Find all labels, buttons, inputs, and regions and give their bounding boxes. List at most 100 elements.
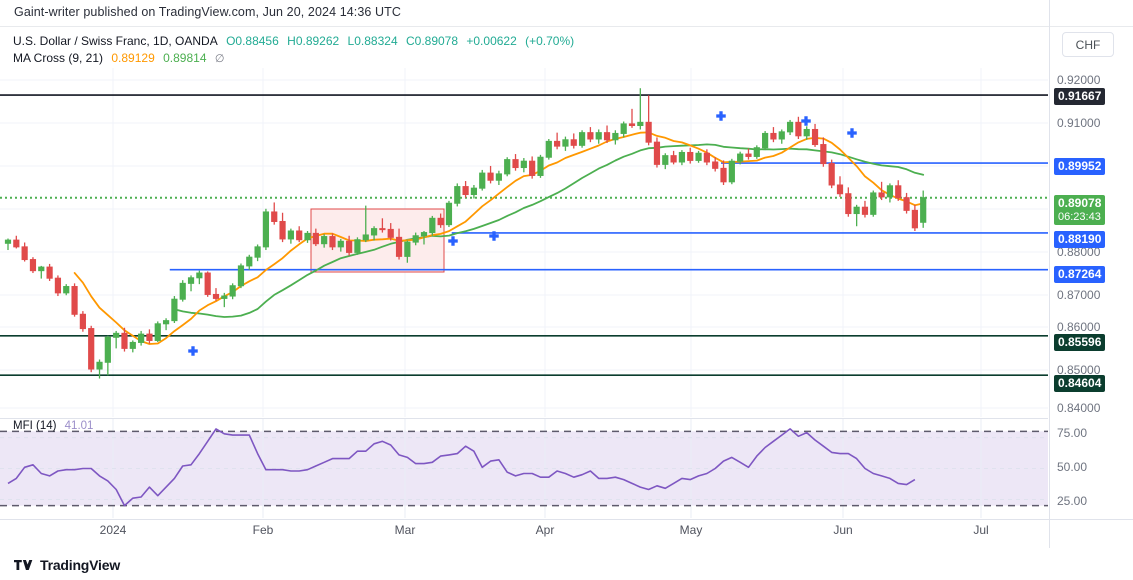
currency-pill[interactable]: CHF (1062, 32, 1114, 57)
candle-body[interactable] (329, 236, 336, 248)
candle-body[interactable] (479, 172, 486, 189)
candle-body[interactable] (487, 172, 494, 181)
candle-body[interactable] (412, 235, 419, 243)
candle-body[interactable] (113, 332, 120, 338)
candle-body[interactable] (304, 232, 311, 241)
candle-body[interactable] (254, 246, 261, 258)
candle-body[interactable] (603, 132, 611, 141)
mfi-axis[interactable]: 75.00 50.00 25.00 (1049, 419, 1133, 518)
price-level-tag[interactable]: 0.84604 (1054, 375, 1106, 392)
candle-body[interactable] (370, 228, 378, 236)
candle-body[interactable] (379, 228, 386, 231)
candle-body[interactable] (712, 161, 719, 169)
candle-body[interactable] (420, 232, 428, 237)
candle-body[interactable] (462, 186, 469, 196)
candle-body[interactable] (346, 240, 353, 253)
candle-body[interactable] (154, 323, 161, 341)
ma-cross-marker[interactable] (188, 346, 198, 356)
candle-body[interactable] (678, 151, 686, 163)
symbol-title[interactable]: U.S. Dollar / Swiss Franc, 1D, OANDA (13, 34, 218, 48)
candle-body[interactable] (321, 236, 328, 245)
candle-body[interactable] (695, 152, 702, 161)
candle-body[interactable] (703, 152, 710, 163)
eye-icon[interactable]: ∅ (214, 53, 225, 65)
candle-body[interactable] (262, 211, 270, 248)
candle-body[interactable] (870, 192, 877, 215)
time-axis[interactable]: 2024 Feb Mar Apr May Jun Jul (0, 519, 1048, 545)
candle-body[interactable] (287, 230, 294, 240)
candle-body[interactable] (811, 128, 819, 146)
candle-body[interactable] (653, 141, 661, 165)
candle-body[interactable] (146, 333, 153, 341)
candle-body[interactable] (762, 132, 769, 149)
candle-body[interactable] (687, 151, 694, 161)
candle-body[interactable] (853, 206, 860, 215)
candle-body[interactable] (4, 239, 12, 244)
candle-body[interactable] (212, 293, 220, 299)
candle-body[interactable] (138, 333, 145, 343)
candle-body[interactable] (445, 202, 453, 226)
candle-body[interactable] (737, 153, 744, 162)
candle-body[interactable] (54, 277, 62, 294)
candle-body[interactable] (512, 159, 519, 169)
candle-body[interactable] (470, 187, 478, 196)
pane-divider[interactable] (0, 417, 1048, 419)
candle-body[interactable] (803, 128, 810, 137)
candle-body[interactable] (595, 132, 602, 140)
candle-body[interactable] (545, 140, 552, 158)
candle-body[interactable] (171, 298, 178, 322)
candle-body[interactable] (63, 286, 70, 294)
mfi-title[interactable]: MFI (14) (13, 420, 57, 432)
ma-cross-marker[interactable] (847, 128, 857, 138)
candle-body[interactable] (187, 277, 195, 284)
candle-body[interactable] (828, 163, 835, 186)
candle-body[interactable] (437, 217, 444, 226)
candle-body[interactable] (645, 121, 652, 143)
candle-body[interactable] (895, 185, 902, 199)
candle-body[interactable] (104, 336, 111, 363)
candle-body[interactable] (38, 266, 45, 272)
candle-body[interactable] (404, 241, 411, 257)
candle-body[interactable] (221, 295, 228, 299)
price-level-tag[interactable]: 0.91667 (1054, 88, 1106, 105)
mfi-chart-svg[interactable] (0, 419, 1048, 518)
candle-body[interactable] (429, 217, 436, 234)
candle-body[interactable] (271, 211, 278, 222)
candle-body[interactable] (29, 259, 37, 272)
candle-body[interactable] (728, 160, 735, 183)
candle-body[interactable] (820, 144, 827, 165)
candle-body[interactable] (861, 206, 869, 215)
candle-body[interactable] (529, 160, 536, 176)
candle-body[interactable] (13, 239, 20, 248)
ma-cross-marker[interactable] (489, 231, 499, 241)
candle-body[interactable] (745, 153, 752, 157)
candle-body[interactable] (562, 139, 569, 147)
candle-body[interactable] (204, 272, 211, 295)
candle-body[interactable] (246, 256, 253, 267)
candle-body[interactable] (903, 197, 910, 211)
candle-body[interactable] (845, 193, 852, 215)
ma-cross-marker[interactable] (801, 116, 811, 126)
price-level-tag[interactable]: 0.89952 (1054, 158, 1106, 175)
candle-body[interactable] (920, 197, 927, 223)
candle-body[interactable] (162, 320, 170, 325)
candle-body[interactable] (71, 286, 78, 315)
candle-body[interactable] (637, 121, 644, 127)
candle-body[interactable] (312, 232, 319, 245)
price-chart-svg[interactable] (0, 68, 1048, 417)
candle-body[interactable] (46, 266, 53, 279)
price-level-tag[interactable]: 0.85596 (1054, 334, 1106, 351)
candle-body[interactable] (362, 234, 369, 241)
price-pane[interactable] (0, 68, 1048, 417)
candle-body[interactable] (836, 184, 844, 195)
candle-body[interactable] (770, 132, 777, 140)
price-level-tag[interactable]: 0.87264 (1054, 266, 1106, 283)
footer-branding[interactable]: TradingView (14, 557, 120, 573)
ma-cross-marker[interactable] (448, 236, 458, 246)
candle-body[interactable] (79, 313, 86, 330)
mfi-pane[interactable] (0, 419, 1048, 518)
candle-body[interactable] (296, 230, 303, 241)
candle-body[interactable] (337, 240, 344, 248)
candle-body[interactable] (121, 332, 128, 349)
candle-body[interactable] (520, 160, 527, 169)
